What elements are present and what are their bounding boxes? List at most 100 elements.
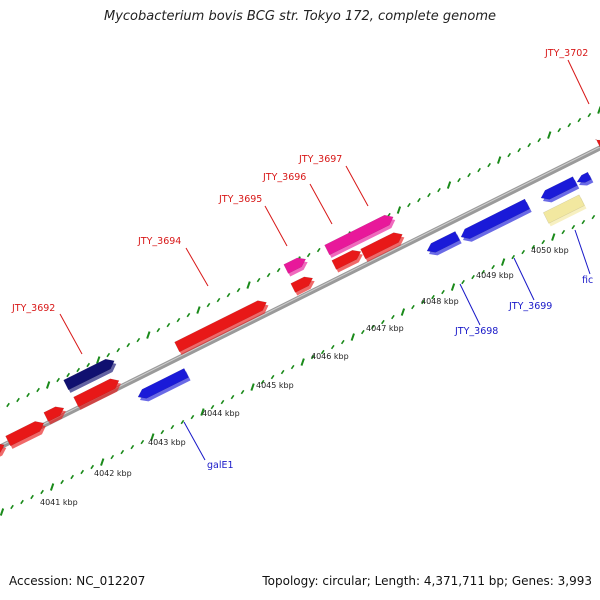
inner-tick	[40, 489, 44, 495]
gene-label-forward: JTY_3696	[262, 172, 306, 183]
inner-tick	[481, 269, 485, 275]
outer-tick	[407, 202, 411, 208]
inner-tick	[80, 469, 85, 475]
outer-tick	[156, 327, 161, 333]
inner-tick	[49, 483, 55, 491]
inner-tick	[491, 264, 495, 270]
gene-feature	[73, 378, 120, 408]
callout-line	[574, 229, 591, 275]
callout-line	[264, 205, 288, 247]
callout-line	[345, 165, 369, 207]
inner-tick	[170, 424, 175, 430]
outer-tick	[86, 362, 91, 368]
outer-tick	[76, 367, 81, 373]
outer-tick	[427, 192, 431, 198]
scale-ticks-inner	[0, 214, 596, 516]
callout-line	[513, 257, 535, 301]
outer-tick	[396, 206, 402, 214]
inner-tick	[140, 439, 145, 445]
outer-tick	[597, 106, 600, 114]
outer-tick	[226, 292, 231, 298]
outer-tick	[246, 281, 251, 289]
outer-tick	[306, 252, 311, 258]
inner-tick	[411, 304, 415, 310]
gene-feature	[594, 139, 600, 148]
outer-tick	[116, 347, 121, 353]
inner-tick	[340, 339, 345, 345]
inner-tick	[521, 249, 526, 255]
gene-label-forward: JTY_3702	[544, 48, 588, 59]
inner-tick	[450, 283, 456, 291]
gene-feature	[460, 198, 531, 240]
gene-feature	[542, 194, 585, 224]
outer-tick	[6, 402, 10, 408]
outer-tick	[316, 247, 321, 253]
inner-tick	[500, 258, 506, 266]
gene-feature	[290, 276, 314, 293]
inner-tick	[160, 429, 165, 435]
gene-feature	[324, 214, 394, 256]
inner-tick	[30, 494, 34, 500]
inner-tick	[360, 329, 365, 335]
scale-label: 4049 kbp	[476, 271, 514, 280]
scale-label: 4046 kbp	[311, 352, 349, 361]
scale-label: 4044 kbp	[202, 409, 240, 418]
callout-line	[309, 183, 333, 225]
inner-tick	[350, 333, 355, 341]
callout-line	[185, 247, 209, 287]
inner-tick	[310, 354, 315, 360]
outer-tick	[56, 377, 60, 383]
inner-tick	[391, 314, 395, 320]
genome-backbone	[0, 145, 600, 450]
inner-tick	[10, 504, 14, 510]
gene-label-reverse: fic	[582, 275, 593, 286]
gene-label-reverse: JTY_3699	[508, 301, 552, 312]
outer-tick	[166, 322, 171, 328]
inner-tick	[461, 279, 465, 285]
inner-tick	[551, 233, 556, 241]
inner-tick	[431, 294, 435, 300]
outer-tick	[206, 302, 211, 308]
outer-tick	[517, 147, 522, 153]
genome-summary-text: Topology: circular; Length: 4,371,711 bp…	[262, 574, 592, 588]
inner-tick	[370, 324, 375, 330]
inner-tick	[541, 239, 546, 245]
outer-tick	[136, 337, 141, 343]
gene-feature	[63, 358, 115, 391]
gene-label-forward: JTY_3694	[137, 236, 181, 247]
inner-tick	[591, 214, 596, 220]
inner-tick	[210, 404, 215, 410]
outer-tick	[66, 372, 71, 378]
gene-feature	[5, 421, 45, 447]
map-title: Mycobacterium bovis BCG str. Tokyo 172, …	[104, 9, 496, 24]
inner-tick	[120, 449, 125, 455]
inner-tick	[130, 444, 135, 450]
gene-feature	[540, 176, 578, 200]
gene-feature	[426, 231, 460, 253]
outer-tick	[437, 187, 441, 193]
outer-tick	[487, 162, 491, 168]
inner-tick	[471, 274, 475, 280]
callout-line	[567, 59, 590, 105]
gene-label-forward: JTY_3695	[218, 194, 262, 205]
inner-tick	[100, 458, 105, 466]
scale-labels: 4041 kbp 4042 kbp 4043 kbp 4044 kbp 4045 kbp…	[40, 246, 569, 507]
inner-tick	[260, 379, 265, 385]
inner-tick	[20, 499, 24, 505]
outer-tick	[567, 122, 572, 128]
outer-tick	[106, 352, 111, 358]
outer-tick	[96, 356, 101, 364]
inner-tick	[70, 474, 75, 480]
genome-backbone-highlight	[0, 146, 600, 447]
scale-label: 4048 kbp	[421, 297, 459, 306]
inner-tick	[180, 419, 185, 425]
inner-tick	[511, 254, 516, 260]
outer-tick	[266, 272, 271, 278]
gene-feature	[43, 406, 65, 422]
outer-tick	[547, 131, 552, 139]
outer-tick	[557, 127, 562, 133]
outer-tick	[527, 142, 532, 148]
gene-feature	[360, 232, 403, 260]
